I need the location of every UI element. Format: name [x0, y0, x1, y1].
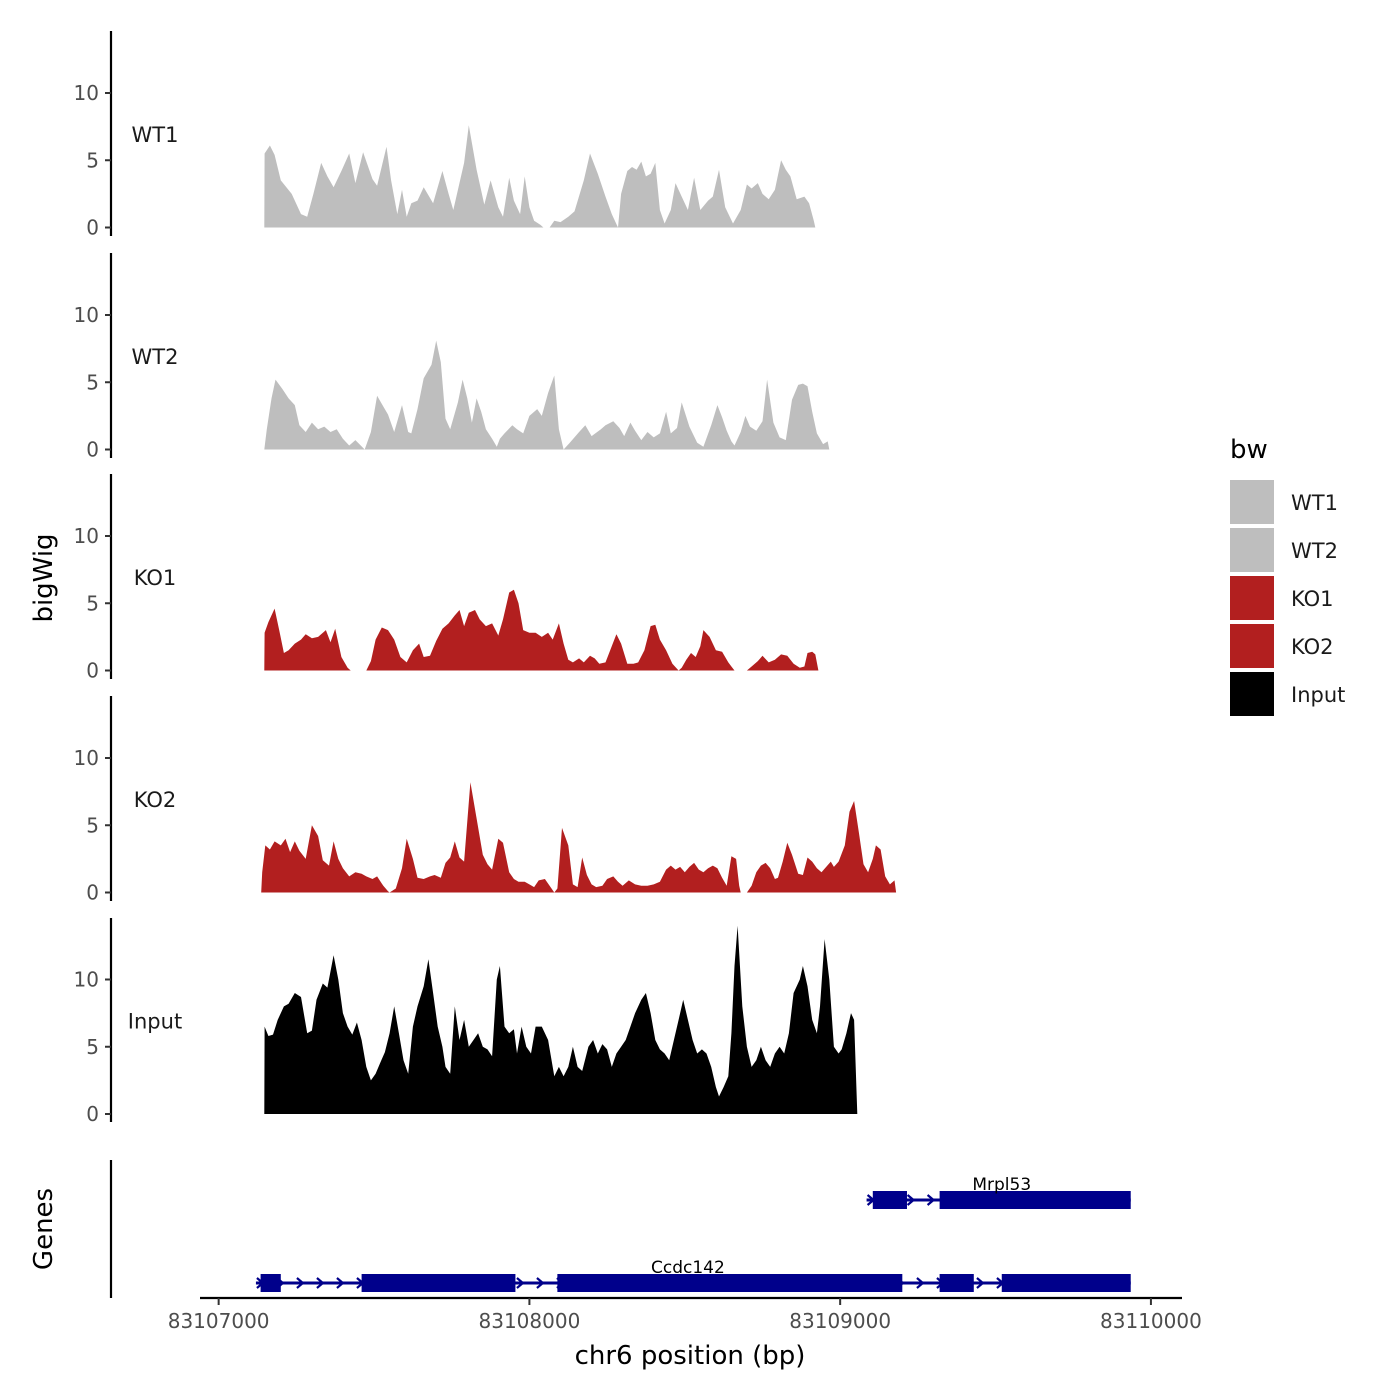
gene-label: Mrpl53 — [972, 1175, 1031, 1195]
track-label: WT2 — [132, 345, 179, 369]
y-axis-title: bigWig — [29, 533, 59, 622]
track-wt2: 0 5 10 WT2 — [74, 253, 830, 462]
y-tick-label: 0 — [86, 659, 99, 683]
legend-swatch-input — [1230, 672, 1274, 716]
y-tick-label: 0 — [86, 1102, 99, 1126]
strand-arrow — [906, 1194, 916, 1206]
legend-swatch-ko1 — [1230, 576, 1274, 620]
y-tick-label: 0 — [86, 881, 99, 905]
track-ko2: 0 5 10 KO2 — [74, 696, 897, 905]
strand-arrow — [296, 1277, 305, 1289]
coverage-area-ko2 — [261, 782, 897, 893]
legend-swatch-wt2 — [1230, 528, 1274, 572]
y-tick-label: 5 — [86, 813, 99, 837]
legend-label: KO1 — [1291, 587, 1334, 611]
x-axis: 83107000 83108000 83109000 83110000 — [168, 1296, 1202, 1333]
gene-exon — [557, 1274, 903, 1292]
genes-axis-title: Genes — [29, 1188, 59, 1270]
gene-mrpl53: Mrpl53 — [866, 1175, 1131, 1209]
track-label: Input — [128, 1010, 182, 1034]
strand-arrow — [516, 1277, 525, 1289]
legend-label: KO2 — [1291, 635, 1334, 659]
legend-label: WT2 — [1291, 539, 1338, 563]
x-tick-label: 83110000 — [1100, 1309, 1202, 1333]
gene-exon — [1001, 1274, 1131, 1292]
x-tick-label: 83109000 — [789, 1309, 891, 1333]
gene-exon — [361, 1274, 516, 1292]
legend: bw WT1 WT2 KO1 KO2 Input — [1230, 435, 1345, 716]
track-label: WT1 — [132, 123, 179, 147]
coverage-area-wt2 — [264, 340, 830, 450]
gene-exon — [939, 1274, 974, 1292]
y-tick-label: 5 — [86, 148, 99, 172]
x-axis-title: chr6 position (bp) — [575, 1341, 806, 1371]
y-tick-label: 0 — [86, 216, 99, 240]
strand-arrow — [336, 1277, 345, 1289]
legend-swatch-ko2 — [1230, 624, 1274, 668]
legend-swatch-wt1 — [1230, 480, 1274, 524]
genes-panel: Mrpl53 Ccdc142 — [109, 1160, 1131, 1298]
strand-arrow — [926, 1194, 936, 1206]
strand-arrow — [976, 1277, 985, 1289]
y-tick-label: 5 — [86, 1035, 99, 1059]
coverage-area-wt1 — [264, 125, 816, 228]
y-tick-label: 5 — [86, 370, 99, 394]
y-tick-label: 10 — [74, 968, 99, 992]
y-tick-label: 5 — [86, 591, 99, 615]
strand-arrow — [916, 1277, 925, 1289]
y-tick-label: 10 — [74, 524, 99, 548]
gene-label: Ccdc142 — [651, 1258, 725, 1278]
gene-exon — [872, 1191, 907, 1209]
coverage-area-input — [264, 925, 858, 1114]
strand-arrow — [316, 1277, 325, 1289]
track-input: 0 5 10 Input — [74, 918, 858, 1126]
track-ko1: 0 5 10 KO1 — [74, 474, 819, 683]
x-tick-label: 83108000 — [479, 1309, 581, 1333]
legend-label: WT1 — [1291, 491, 1338, 515]
track-panels: 0 5 10 WT1 0 5 10 WT2 0 5 10 KO1 0 5 10 KO2 0 5 10 Input — [74, 31, 897, 1126]
y-tick-label: 10 — [74, 81, 99, 105]
track-label: KO2 — [134, 788, 177, 812]
gene-exon — [260, 1274, 281, 1292]
legend-title: bw — [1230, 435, 1268, 465]
legend-label: Input — [1291, 683, 1345, 707]
coverage-area-ko1 — [264, 589, 819, 671]
gene-exon — [939, 1191, 1131, 1209]
track-label: KO1 — [134, 566, 177, 590]
x-tick-label: 83107000 — [168, 1309, 270, 1333]
gene-ccdc142: Ccdc142 — [255, 1258, 1131, 1292]
strand-arrow — [536, 1277, 545, 1289]
track-wt1: 0 5 10 WT1 — [74, 31, 816, 240]
y-tick-label: 10 — [74, 746, 99, 770]
y-tick-label: 10 — [74, 303, 99, 327]
y-tick-label: 0 — [86, 438, 99, 462]
